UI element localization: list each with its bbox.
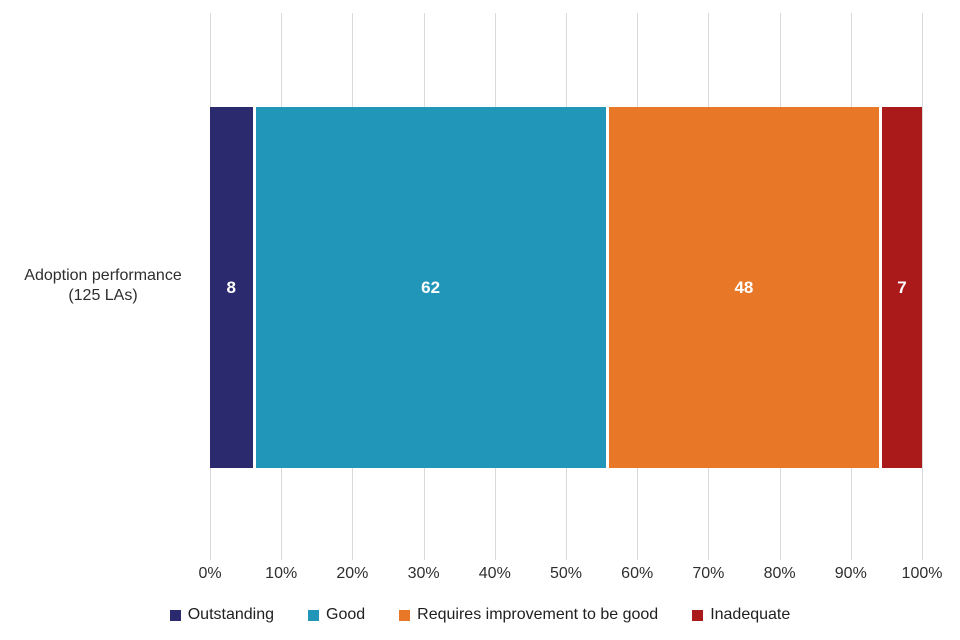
- x-tick-label-0%: 0%: [198, 565, 222, 582]
- stacked-bar: 8 62 48 7: [210, 107, 922, 468]
- x-tick-label-70%: 70%: [692, 565, 725, 582]
- x-tick-label-100%: 100%: [901, 565, 943, 582]
- x-tick-label-30%: 30%: [407, 565, 440, 582]
- legend-swatch-good: [308, 609, 320, 621]
- legend-item-good: Good: [308, 606, 365, 624]
- x-tick-label-60%: 60%: [621, 565, 654, 582]
- legend-swatch-inadequate: [692, 609, 704, 621]
- legend-label: Requires improvement to be good: [417, 606, 659, 623]
- legend-label: Good: [326, 606, 366, 623]
- legend-item-inadequate: Inadequate: [692, 606, 790, 624]
- plot-area: 8 62 48 7: [210, 13, 923, 560]
- bar-segment-outstanding: 8: [210, 107, 256, 468]
- x-axis: 0% 10% 20% 30% 40% 50% 60% 70% 80% 90% 100%: [198, 565, 942, 587]
- category-label: Adoption performance (125 LAs): [0, 266, 206, 306]
- segment-value-label: 7: [897, 277, 907, 297]
- x-tick-label-50%: 50%: [549, 565, 583, 582]
- legend-label: Inadequate: [710, 606, 791, 623]
- x-tick-label-90%: 90%: [834, 565, 867, 582]
- segment-value-label: 8: [226, 277, 237, 297]
- bar-segment-inadequate: 7: [882, 107, 922, 468]
- legend: Outstanding Good Requires improvement to b…: [0, 606, 960, 624]
- legend-swatch-requires-improvement-to-be-good: [399, 609, 411, 621]
- legend-item-requires-improvement-to-be-good: Requires improvement to be good: [399, 606, 658, 624]
- category-label-line1: Adoption performance: [24, 267, 182, 284]
- legend-swatch-outstanding: [169, 609, 181, 621]
- gridline-100%: [922, 13, 923, 560]
- legend-label: Outstanding: [187, 606, 275, 623]
- x-tick-label-80%: 80%: [763, 565, 796, 582]
- bar-segment-requires-improvement-to-be-good: 48: [608, 107, 883, 468]
- segment-value-label: 48: [734, 277, 754, 297]
- category-label-line2: (125 LAs): [68, 287, 138, 304]
- x-tick-label-20%: 20%: [336, 565, 369, 582]
- x-tick-label-10%: 10%: [265, 565, 298, 582]
- legend-item-outstanding: Outstanding: [169, 606, 275, 624]
- x-tick-label-40%: 40%: [478, 565, 511, 582]
- segment-value-label: 62: [421, 277, 441, 297]
- bar-segment-good: 62: [255, 107, 609, 468]
